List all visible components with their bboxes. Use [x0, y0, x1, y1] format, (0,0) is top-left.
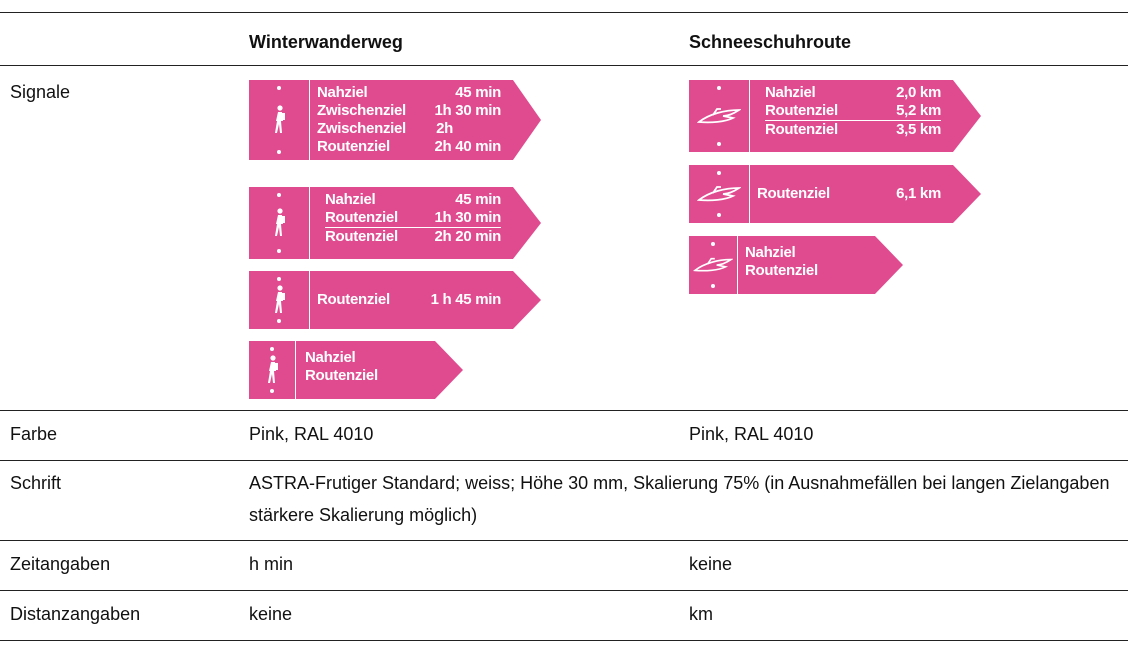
destination-row: Nahziel 2,0 km — [765, 84, 941, 101]
row-label-farbe: Farbe — [10, 424, 58, 444]
snowshoe-icon — [697, 106, 741, 126]
destination-row: Routenziel — [305, 367, 378, 384]
destinations: Nahziel Routenziel — [745, 244, 863, 280]
rule-header — [0, 65, 1128, 66]
destination-row: Routenziel 2h 20 min — [325, 228, 501, 245]
row-label-signale: Signale — [10, 82, 71, 102]
destination-row: Zwischenziel 1h 30 min — [317, 102, 501, 119]
destination-row: Nahziel 45 min — [325, 191, 501, 208]
row-label-schrift: Schrift — [10, 473, 62, 493]
hiker-icon — [272, 285, 286, 315]
farbe-winter: Pink, RAL 4010 — [249, 424, 374, 444]
pictogram-panel — [689, 80, 750, 152]
winter-sign-4: Nahziel Routenziel — [249, 341, 463, 399]
distanz-winter: keine — [249, 604, 293, 624]
pictogram-panel — [249, 271, 310, 329]
schnee-sign-1: Nahziel 2,0 km Routenziel 5,2 km Routenzie… — [689, 80, 981, 152]
destination-row: Routenziel 5,2 km — [765, 102, 941, 119]
destination-row: Zwischenziel 2h — [317, 120, 453, 137]
row-label-distanzangaben: Distanzangaben — [10, 604, 141, 624]
hiker-icon — [272, 105, 286, 135]
schnee-sign-2: Routenziel 6,1 km — [689, 165, 981, 223]
header-schneeschuhroute: Schneeschuhroute — [689, 32, 852, 52]
hiker-icon — [265, 355, 279, 385]
rule-signale — [0, 410, 1128, 411]
schnee-sign-3: Nahziel Routenziel — [689, 236, 903, 294]
destinations: Routenziel 6,1 km — [757, 169, 941, 223]
destination-row: Routenziel 1h 30 min — [325, 209, 501, 226]
header-winterwanderweg: Winterwanderweg — [249, 32, 403, 52]
destination-row: Routenziel 6,1 km — [757, 185, 941, 202]
pictogram-panel — [249, 80, 310, 160]
rule-schrift — [0, 540, 1128, 541]
destinations: Nahziel Routenziel — [305, 349, 423, 385]
hiker-icon — [272, 208, 286, 238]
destinations: Nahziel 45 min Zwischenziel 1h 30 min Zwis… — [317, 84, 501, 156]
distanz-schnee: km — [689, 604, 713, 624]
schrift-value: ASTRA-Frutiger Standard; weiss; Höhe 30 … — [249, 473, 1110, 525]
winter-sign-2: Nahziel 45 min Routenziel 1h 30 min Routen… — [249, 187, 541, 259]
rule-zeit — [0, 590, 1128, 591]
destination-row: Routenziel 1 h 45 min — [317, 291, 501, 308]
snowshoe-icon — [693, 256, 733, 274]
destinations: Routenziel 1 h 45 min — [317, 275, 501, 329]
pictogram-panel — [249, 341, 296, 399]
zeit-winter: h min — [249, 554, 294, 574]
destinations: Nahziel 45 min Routenziel 1h 30 min Routen… — [325, 191, 501, 246]
rule-bottom — [0, 640, 1128, 641]
pictogram-panel — [689, 165, 750, 223]
rule-top — [0, 12, 1128, 13]
rule-farbe — [0, 460, 1128, 461]
destination-row: Routenziel 3,5 km — [765, 121, 941, 138]
destination-row: Nahziel — [745, 244, 796, 261]
winter-sign-3: Routenziel 1 h 45 min — [249, 271, 541, 329]
pictogram-panel — [689, 236, 738, 294]
farbe-schnee: Pink, RAL 4010 — [689, 424, 814, 444]
row-label-zeitangaben: Zeitangaben — [10, 554, 111, 574]
zeit-schnee: keine — [689, 554, 733, 574]
winter-sign-1: Nahziel 45 min Zwischenziel 1h 30 min Zwis… — [249, 80, 541, 160]
destination-row: Nahziel 45 min — [317, 84, 501, 101]
pictogram-panel — [249, 187, 310, 259]
destination-row: Routenziel 2h 40 min — [317, 138, 501, 155]
destinations: Nahziel 2,0 km Routenziel 5,2 km Routenzie… — [765, 84, 941, 139]
destination-row: Routenziel — [745, 262, 818, 279]
snowshoe-icon — [697, 184, 741, 204]
destination-row: Nahziel — [305, 349, 356, 366]
